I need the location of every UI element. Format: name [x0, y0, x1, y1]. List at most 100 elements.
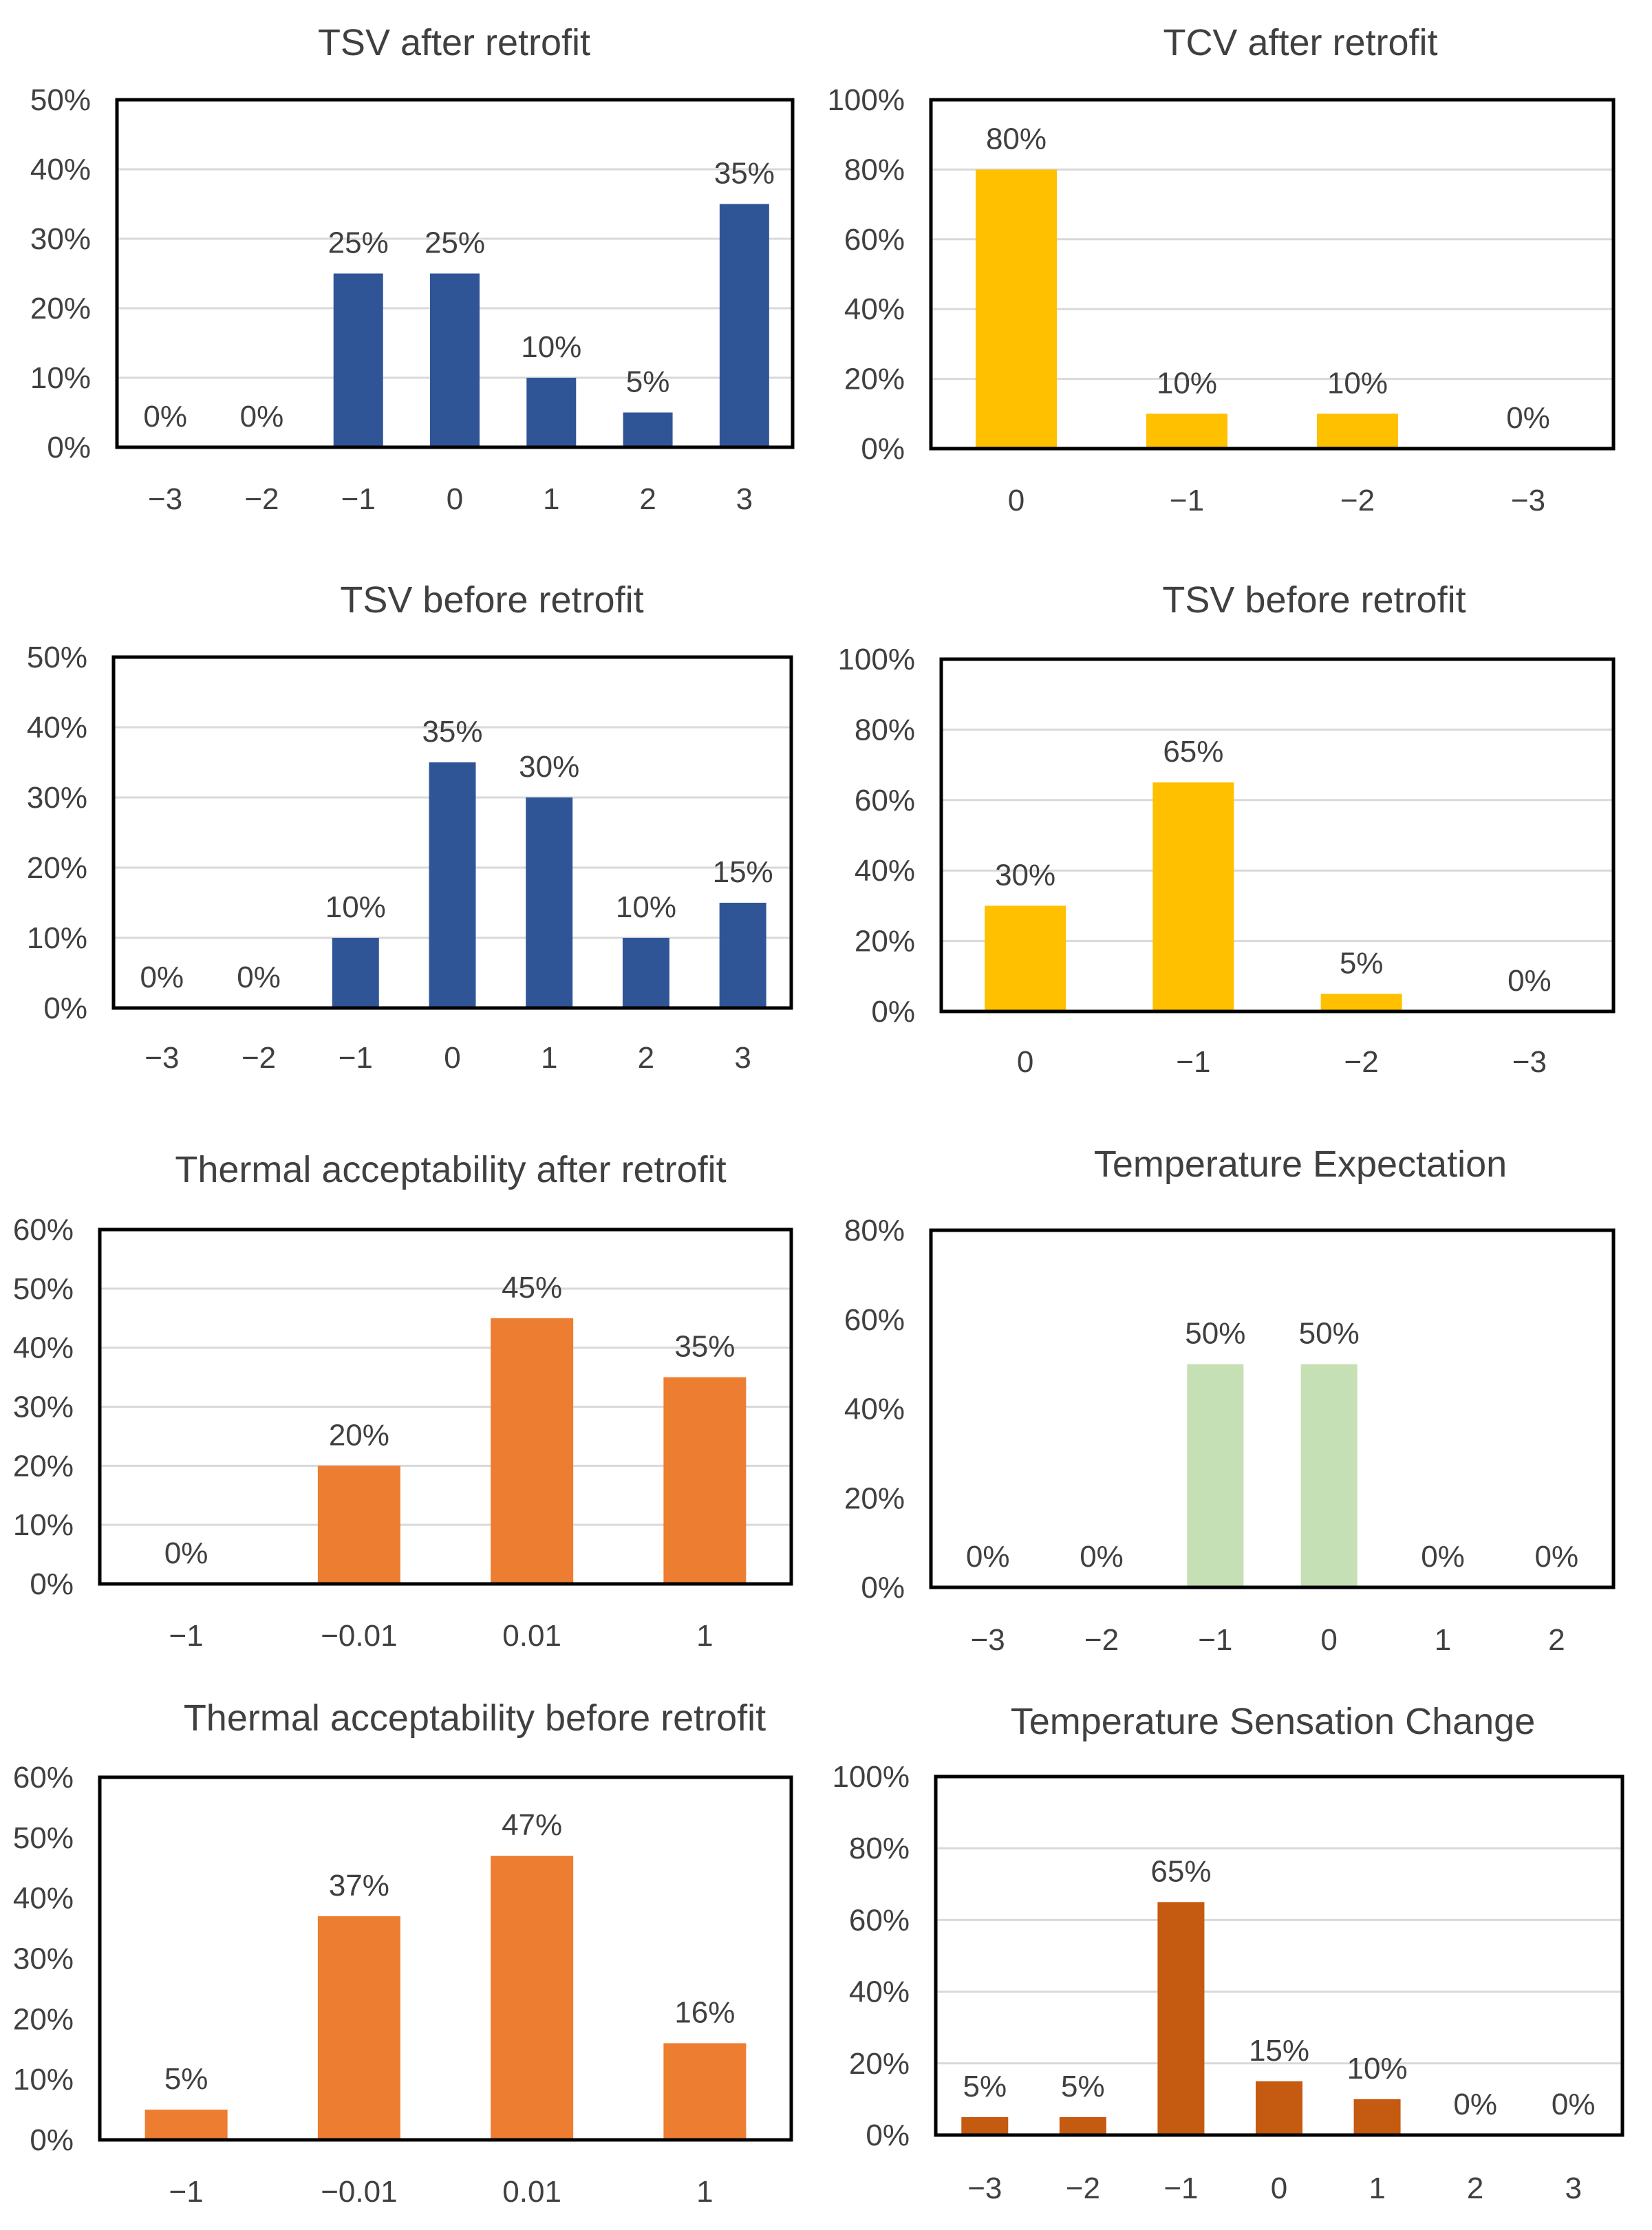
plot-frame [929, 1228, 1616, 1589]
x-tick-label: −1 [341, 482, 376, 516]
data-label: 0% [1535, 1540, 1579, 1574]
x-tick-label: 0 [1320, 1623, 1337, 1657]
chart-panel-7: Thermal acceptability before retrofit 0% 1… [13, 1697, 793, 2209]
y-tick-label: 40% [30, 153, 91, 186]
y-tick-label: 50% [30, 83, 91, 117]
chart-panel-1: TSV after retrofit0%10%20%30%40%50%0%−30… [30, 22, 795, 516]
y-tick-label: 20% [849, 2047, 910, 2081]
bar [1187, 1364, 1244, 1587]
data-label: 5% [1061, 2070, 1105, 2103]
bar [976, 169, 1057, 449]
x-tick-label: −1 [169, 2175, 204, 2209]
x-tick-label: −1 [1170, 484, 1204, 517]
x-tick-label: −1 [1163, 2172, 1198, 2205]
data-label: 10% [1327, 366, 1388, 400]
bar [1157, 1902, 1205, 2135]
data-label: 35% [674, 1330, 735, 1364]
data-label: 0% [1508, 964, 1552, 998]
plot-frame [111, 655, 793, 1010]
x-tick-label: 2 [1467, 2172, 1483, 2205]
data-label: 0% [1506, 401, 1550, 435]
y-tick-label: 100% [837, 643, 915, 676]
y-tick-label: 20% [855, 925, 915, 958]
data-label: 0% [1080, 1540, 1124, 1574]
data-label: 65% [1163, 735, 1223, 769]
data-label: 5% [164, 2062, 208, 2096]
y-tick-label: 60% [13, 1213, 74, 1247]
y-tick-label: 10% [27, 921, 87, 955]
bar [1059, 2116, 1106, 2135]
bar [317, 1466, 400, 1584]
bar [663, 1377, 747, 1584]
bar [429, 762, 476, 1008]
data-label: 0% [240, 400, 284, 433]
data-label: 15% [713, 855, 773, 889]
x-tick-label: −2 [1344, 1045, 1379, 1079]
bar [1146, 414, 1227, 449]
bar [719, 204, 769, 447]
y-tick-label: 60% [844, 1303, 905, 1337]
chart-panel-5: Thermal acceptability after retrofit 0% 10… [13, 1149, 793, 1653]
x-tick-label: −3 [971, 1623, 1005, 1657]
bar [719, 903, 766, 1008]
chart-title: Temperature Sensation Change [1011, 1701, 1536, 1742]
y-tick-label: 40% [13, 1331, 74, 1365]
x-tick-label: 1 [696, 2175, 713, 2209]
data-label: 35% [422, 715, 482, 749]
chart-title: TSV before retrofit [1162, 579, 1466, 621]
x-tick-label: 2 [639, 482, 656, 516]
data-label: 20% [329, 1418, 389, 1452]
x-tick-label: 1 [1369, 2172, 1385, 2205]
y-tick-label: 30% [30, 222, 91, 256]
y-tick-label: 30% [27, 781, 87, 815]
plot-frame [98, 1227, 793, 1586]
x-tick-label: 3 [734, 1041, 751, 1075]
y-tick-label: 80% [849, 1832, 910, 1865]
y-tick-label: 0% [30, 1567, 74, 1601]
y-tick-label: 10% [13, 2063, 74, 2097]
data-label: 65% [1150, 1854, 1211, 1888]
x-tick-label: −1 [1176, 1045, 1210, 1079]
y-tick-label: 20% [27, 851, 87, 885]
x-tick-label: −3 [148, 482, 182, 516]
x-tick-label: 0 [447, 482, 463, 516]
x-tick-label: −0.01 [321, 1619, 397, 1653]
data-label: 0% [966, 1540, 1010, 1574]
y-tick-label: 20% [13, 1449, 74, 1483]
y-tick-label: 10% [30, 361, 91, 395]
data-label: 80% [986, 122, 1047, 156]
y-tick-label: 0% [861, 1571, 905, 1605]
y-tick-label: 10% [13, 1508, 74, 1542]
x-tick-label: 1 [543, 482, 559, 516]
y-tick-label: 40% [855, 854, 915, 888]
y-tick-label: 50% [13, 1272, 74, 1306]
bar [1320, 994, 1402, 1011]
y-tick-label: 40% [13, 1882, 74, 1916]
data-label: 47% [502, 1808, 562, 1842]
chart-title: Thermal acceptability after retrofit [175, 1149, 726, 1190]
x-tick-label: 2 [1548, 1623, 1565, 1657]
chart-panel-6: Temperature Expectation0%20%40%60%80%0%−… [844, 1144, 1616, 1657]
data-label: 0% [140, 961, 184, 994]
data-label: 35% [714, 157, 775, 191]
x-tick-label: 0.01 [502, 2175, 561, 2209]
x-tick-label: −2 [242, 1041, 276, 1075]
y-tick-label: 80% [844, 1214, 905, 1247]
data-label: 45% [502, 1271, 562, 1305]
data-label: 30% [519, 750, 579, 784]
bar [526, 797, 573, 1008]
bar [317, 1916, 400, 2140]
data-label: 50% [1299, 1317, 1360, 1351]
plot-frame [929, 98, 1616, 451]
y-tick-label: 100% [832, 1760, 910, 1794]
y-tick-label: 80% [844, 153, 905, 186]
bar [622, 938, 669, 1008]
chart-panel-3: TSV before retrofit0%10%20%30%40%50%0%−3… [27, 579, 793, 1075]
data-label: 25% [425, 226, 485, 260]
x-tick-label: 2 [638, 1041, 654, 1075]
data-label: 5% [1340, 946, 1384, 980]
data-label: 30% [995, 858, 1055, 892]
x-tick-label: 0 [1271, 2172, 1287, 2205]
